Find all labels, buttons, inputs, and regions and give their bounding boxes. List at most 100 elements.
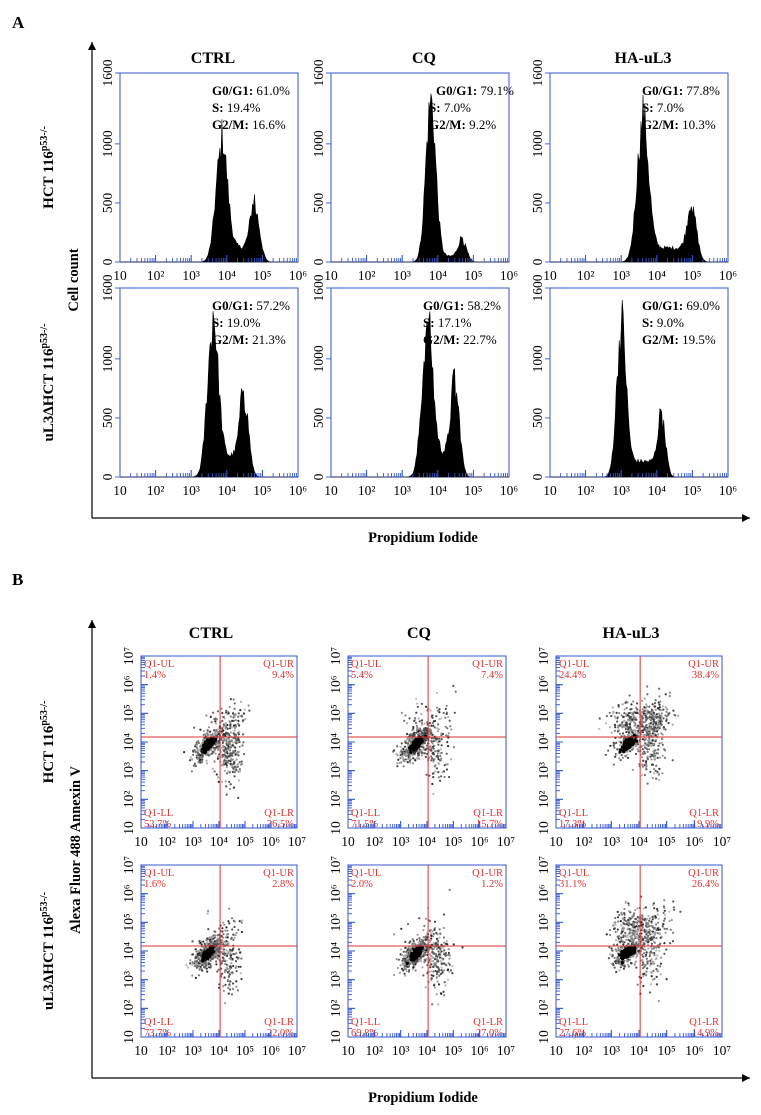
quadrant-name-lr: Q1-LR <box>689 1017 719 1028</box>
y-tick-label: 10⁴ <box>121 733 136 752</box>
histogram-panel: 10 10² 10³ 10⁴ 10⁵ 10⁶ 0 500 1000 1600 G0/G1: 69.0… <box>530 274 737 498</box>
y-tick-label: 10⁷ <box>121 856 136 875</box>
x-tick-label: 10 <box>324 268 338 283</box>
y-tick-label: 10⁶ <box>536 675 551 694</box>
x-tick-label: 10 <box>549 1043 563 1058</box>
panel-b-ylabel: Alexa Fluor 488 Annexin V <box>68 766 84 934</box>
y-tick-label: 0 <box>530 473 545 480</box>
y-tick-label: 1000 <box>530 130 545 157</box>
x-tick-label: 10⁵ <box>236 834 255 849</box>
cellcycle-stat: S: 7.0% <box>642 100 684 115</box>
quadrant-pct-ll: 52.7% <box>144 819 171 830</box>
x-tick-label: 10⁵ <box>658 1043 677 1058</box>
y-tick-label: 1600 <box>311 59 326 86</box>
y-tick-label: 1600 <box>530 59 545 86</box>
x-tick-label: 10⁴ <box>218 268 237 283</box>
y-tick-label: 10 <box>536 821 551 835</box>
x-tick-label: 10⁶ <box>289 483 308 498</box>
quadrant-name-lr: Q1-LR <box>473 808 503 819</box>
x-tick-label: 10⁶ <box>719 483 738 498</box>
panel-a-x-axis <box>92 514 750 522</box>
quadrant-name-ul: Q1-UL <box>144 659 174 670</box>
x-tick-label: 10⁷ <box>713 1043 732 1058</box>
histogram-frame <box>330 72 510 263</box>
cellcycle-stat: G0/G1: 58.2% <box>423 298 501 313</box>
quadrant-pct-ul: 31.1% <box>559 879 586 890</box>
x-tick-label: 10⁵ <box>658 834 677 849</box>
y-tick-label: 10⁴ <box>328 942 343 961</box>
panel-a-row-label: HCT 116p53-/- <box>39 126 57 209</box>
quadrant-pct-ll: 69.8% <box>351 1028 378 1039</box>
y-tick-label: 0 <box>311 473 326 480</box>
x-tick-label: 10² <box>158 1043 176 1058</box>
x-tick-label: 10³ <box>392 834 410 849</box>
cellcycle-stat: G2/M: 9.2% <box>429 117 496 132</box>
panel-a-row-label: uL3ΔHCT 116p53-/- <box>39 324 57 442</box>
quadrant-pct-ur: 26.4% <box>692 879 719 890</box>
y-tick-label: 10⁶ <box>536 884 551 903</box>
x-tick-label: 10 <box>134 834 148 849</box>
y-tick-label: 10⁷ <box>121 647 136 666</box>
cellcycle-stat: G0/G1: 77.8% <box>642 83 720 98</box>
y-tick-label: 10² <box>536 791 551 809</box>
y-tick-label: 10 <box>536 1030 551 1044</box>
scatter-points <box>605 895 682 1003</box>
panel-b-y-axis <box>88 620 96 1078</box>
x-tick-label: 10³ <box>612 483 630 498</box>
x-tick-label: 10 <box>341 834 355 849</box>
x-tick-label: 10⁴ <box>429 268 448 283</box>
panel-b-x-axis <box>92 1074 750 1082</box>
x-tick-label: 10² <box>147 268 165 283</box>
x-tick-label: 10⁴ <box>418 1043 437 1058</box>
cellcycle-stat: G0/G1: 61.0% <box>212 83 290 98</box>
panel-a-col-title: CTRL <box>191 50 235 67</box>
quadrant-pct-ul: 2.0% <box>351 879 373 890</box>
cellcycle-stat: G0/G1: 79.1% <box>436 83 514 98</box>
quadrant-name-ll: Q1-LL <box>559 808 588 819</box>
quadrant-name-lr: Q1-LR <box>264 1017 294 1028</box>
x-tick-label: 10⁶ <box>719 268 738 283</box>
quadrant-name-ur: Q1-UR <box>472 868 503 879</box>
quadrant-name-ul: Q1-UL <box>559 659 589 670</box>
histogram-panel: 10 10² 10³ 10⁴ 10⁵ 10⁶ 0 500 1000 1600 G0/G1: 61.0… <box>100 59 307 283</box>
y-tick-label: 500 <box>530 193 545 214</box>
x-tick-label: 10⁵ <box>253 268 272 283</box>
y-tick-label: 500 <box>530 408 545 429</box>
quadrant-name-ul: Q1-UL <box>144 868 174 879</box>
y-tick-label: 10⁵ <box>536 704 551 723</box>
cellcycle-stat: G0/G1: 69.0% <box>642 298 720 313</box>
y-tick-label: 1000 <box>311 345 326 372</box>
y-tick-label: 10⁵ <box>121 704 136 723</box>
x-tick-label: 10² <box>366 834 384 849</box>
x-tick-label: 10³ <box>182 268 200 283</box>
x-tick-label: 10⁴ <box>429 483 448 498</box>
quadrant-pct-ur: 9.4% <box>272 670 294 681</box>
panel-a-y-axis <box>88 42 96 518</box>
y-tick-label: 500 <box>100 193 115 214</box>
cellcycle-stat: G2/M: 16.6% <box>212 117 286 132</box>
y-tick-label: 10⁷ <box>536 647 551 666</box>
x-tick-label: 10 <box>543 268 557 283</box>
scatter-points <box>598 685 680 785</box>
x-tick-label: 10² <box>366 1043 384 1058</box>
x-tick-label: 10⁵ <box>236 1043 255 1058</box>
y-tick-label: 10 <box>121 1030 136 1044</box>
x-tick-label: 10⁵ <box>253 483 272 498</box>
x-tick-label: 10³ <box>612 268 630 283</box>
histogram-panel: 10 10² 10³ 10⁴ 10⁵ 10⁶ 0 500 1000 1600 G0/G1: 58.2… <box>311 274 518 498</box>
quadrant-pct-ll: 71.5% <box>351 819 378 830</box>
quadrant-pct-lr: 14.9% <box>692 1028 719 1039</box>
x-tick-label: 10² <box>577 268 595 283</box>
y-tick-label: 0 <box>311 258 326 265</box>
quadrant-pct-ll: 73.7% <box>144 1028 171 1039</box>
x-tick-label: 10⁷ <box>497 1043 516 1058</box>
x-tick-label: 10⁴ <box>210 834 229 849</box>
y-tick-label: 10⁵ <box>328 704 343 723</box>
histogram-area <box>120 119 298 263</box>
histogram-panel: 10 10² 10³ 10⁴ 10⁵ 10⁶ 0 500 1000 1600 G0/G1: 77.8… <box>530 59 737 283</box>
quadrant-pct-ul: 1.4% <box>144 670 166 681</box>
quadrant-pct-lr: 15.7% <box>476 819 503 830</box>
